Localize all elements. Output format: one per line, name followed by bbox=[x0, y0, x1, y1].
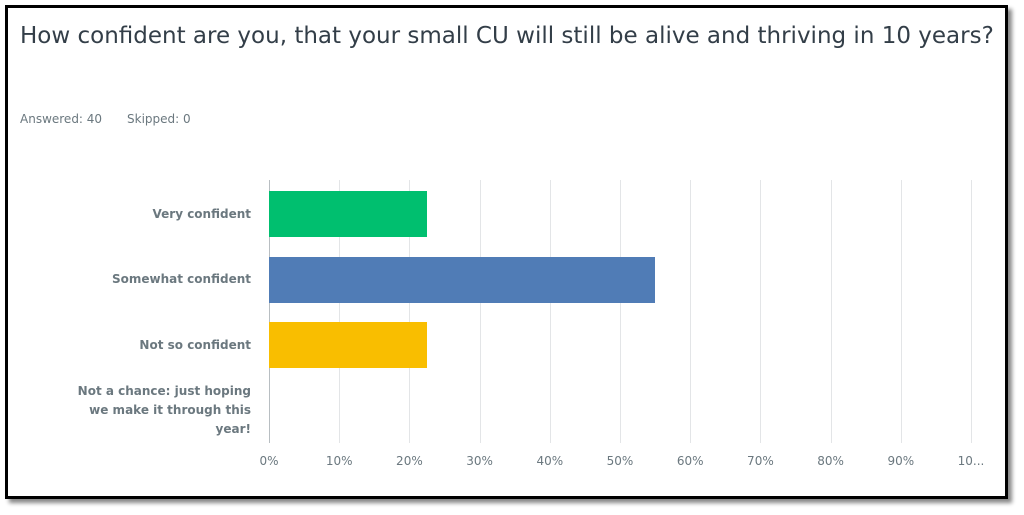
grid-line bbox=[479, 180, 481, 443]
axis-line bbox=[269, 180, 270, 443]
grid-line bbox=[900, 180, 902, 443]
x-tick-label: 50% bbox=[606, 454, 634, 468]
grid-line bbox=[409, 180, 411, 443]
grid-line bbox=[971, 180, 972, 443]
x-tick-label: 60% bbox=[676, 454, 704, 468]
x-tick-label: 70% bbox=[747, 454, 774, 468]
bar bbox=[269, 322, 427, 368]
grid-line bbox=[620, 180, 621, 443]
chart-title: How confident are you, that your small C… bbox=[20, 23, 994, 49]
category-label: Very confident bbox=[152, 206, 252, 221]
x-tick-label: 80% bbox=[817, 454, 844, 468]
grid-line bbox=[549, 180, 551, 443]
category-label: Not so confident bbox=[139, 337, 251, 352]
bar bbox=[269, 191, 427, 237]
x-tick-label: 0% bbox=[259, 454, 279, 468]
skipped-count: Skipped: 0 bbox=[127, 112, 191, 126]
grid-line bbox=[760, 180, 762, 443]
x-tick-label: 10... bbox=[957, 454, 985, 468]
grid-line bbox=[339, 180, 341, 443]
category-label: Not a chance: just hoping we make it thr… bbox=[77, 384, 251, 436]
grid-line bbox=[830, 180, 832, 443]
category-label: Somewhat confident bbox=[112, 272, 251, 286]
x-tick-label: 40% bbox=[536, 454, 564, 468]
x-tick-label: 10% bbox=[325, 454, 353, 468]
chart-frame: How confident are you, that your small C… bbox=[5, 5, 1008, 499]
bar bbox=[269, 256, 656, 303]
x-tick-label: 90% bbox=[887, 454, 915, 468]
grid-line bbox=[690, 180, 692, 443]
answered-count: Answered: 40 bbox=[20, 112, 103, 126]
x-tick-label: 20% bbox=[396, 454, 423, 468]
x-tick-label: 30% bbox=[466, 454, 493, 468]
